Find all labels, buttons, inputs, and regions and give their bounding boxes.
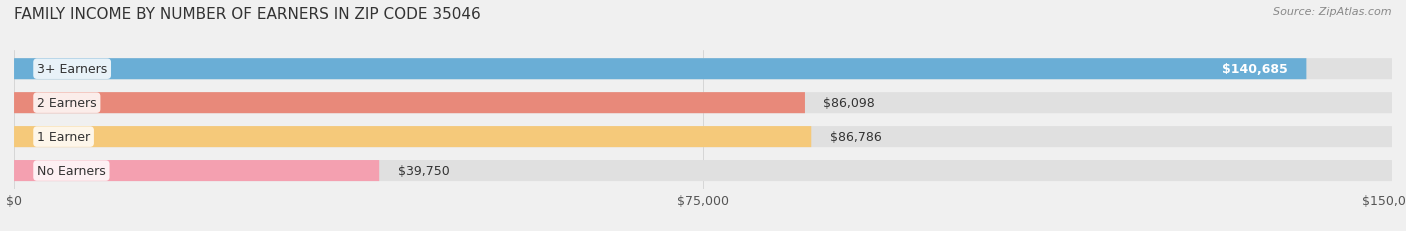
FancyBboxPatch shape bbox=[14, 59, 1392, 80]
Text: $86,098: $86,098 bbox=[824, 97, 875, 110]
FancyBboxPatch shape bbox=[14, 160, 380, 181]
Text: 1 Earner: 1 Earner bbox=[37, 131, 90, 143]
FancyBboxPatch shape bbox=[14, 127, 1392, 148]
Text: Source: ZipAtlas.com: Source: ZipAtlas.com bbox=[1274, 7, 1392, 17]
Text: $140,685: $140,685 bbox=[1222, 63, 1288, 76]
FancyBboxPatch shape bbox=[14, 160, 1392, 181]
Text: No Earners: No Earners bbox=[37, 164, 105, 177]
Text: 2 Earners: 2 Earners bbox=[37, 97, 97, 110]
FancyBboxPatch shape bbox=[14, 93, 1392, 114]
Text: FAMILY INCOME BY NUMBER OF EARNERS IN ZIP CODE 35046: FAMILY INCOME BY NUMBER OF EARNERS IN ZI… bbox=[14, 7, 481, 22]
Text: 3+ Earners: 3+ Earners bbox=[37, 63, 107, 76]
Text: $39,750: $39,750 bbox=[398, 164, 450, 177]
FancyBboxPatch shape bbox=[14, 59, 1306, 80]
FancyBboxPatch shape bbox=[14, 93, 806, 114]
Text: $86,786: $86,786 bbox=[830, 131, 882, 143]
FancyBboxPatch shape bbox=[14, 127, 811, 148]
